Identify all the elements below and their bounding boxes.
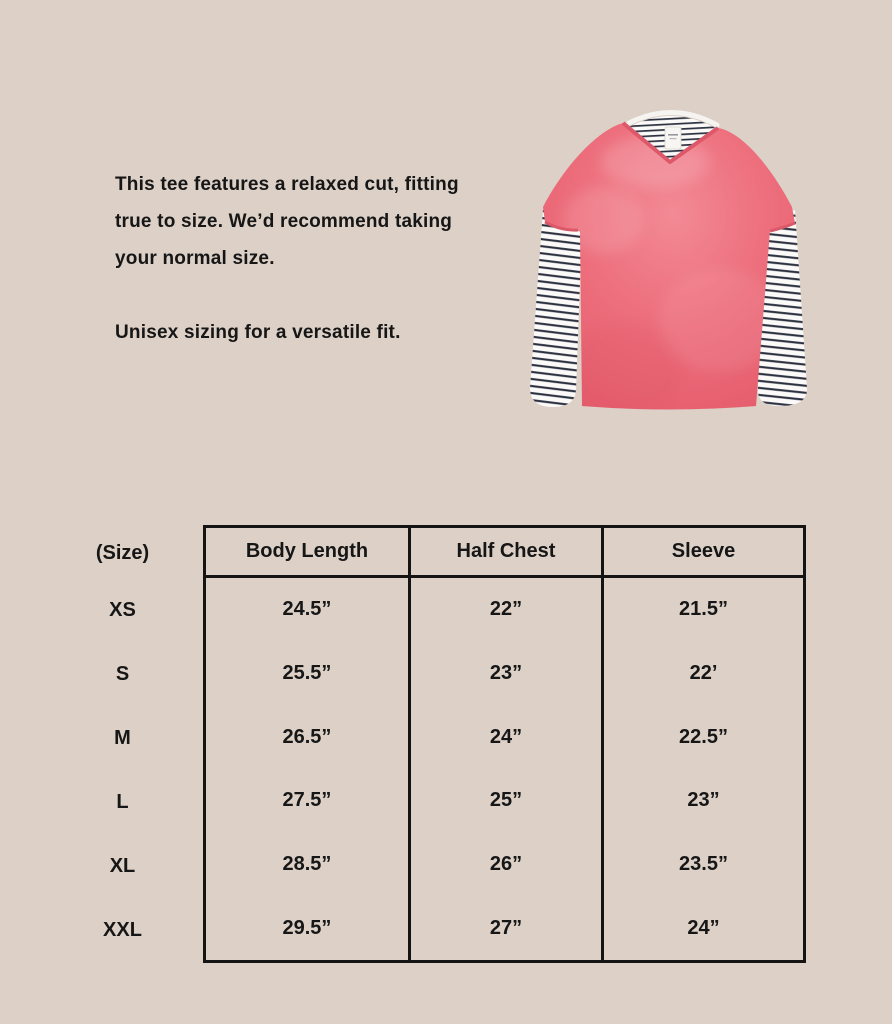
size-guide: (Size) XS S M L XL XXL Body Length Half … <box>42 525 806 963</box>
size-row-label: S <box>115 662 130 685</box>
table-cell: 26.5” <box>206 705 411 769</box>
size-row-label: XXL <box>103 919 142 942</box>
table-cell: 22.5” <box>679 725 728 748</box>
table-cell: 22’ <box>689 661 718 684</box>
table-cell: 21.5” <box>679 598 728 621</box>
fit-description-unisex: Unisex sizing for a versatile fit. <box>115 322 401 343</box>
fit-description-line: your normal size. <box>115 248 275 269</box>
brand-label-tag <box>664 126 682 150</box>
fit-description-line: This tee features a relaxed cut, fitting <box>115 174 459 195</box>
size-row-label: L <box>116 791 129 814</box>
table-cell: 28.5” <box>206 832 411 897</box>
fit-description: This tee features a relaxed cut, fitting… <box>115 166 535 351</box>
size-row-label: XL <box>109 855 136 878</box>
table-cell: 27.5” <box>206 769 411 833</box>
table-cell: 23.5” <box>679 852 728 875</box>
size-row-label: M <box>114 726 131 749</box>
table-header-half-chest: Half Chest <box>410 528 604 578</box>
size-guide-table: Body Length Half Chest Sleeve 24.5” 22” … <box>203 525 806 963</box>
size-column-header: (Size) <box>95 541 150 564</box>
table-cell: 25” <box>411 769 604 833</box>
product-photo <box>515 70 892 450</box>
table-cell: 24” <box>411 705 604 769</box>
size-label-column: (Size) XS S M L XL XXL <box>42 525 203 963</box>
table-cell: 24.5” <box>206 578 411 642</box>
table-cell: 29.5” <box>206 896 411 960</box>
table-header-body-length: Body Length <box>206 528 411 578</box>
red-tee <box>543 121 796 410</box>
table-cell: 26” <box>411 832 604 897</box>
table-header-sleeve: Sleeve <box>604 528 803 578</box>
table-cell: 24” <box>687 916 720 939</box>
table-cell: 23” <box>411 641 604 706</box>
table-cell: 22” <box>411 578 604 642</box>
striped-sleeve-right <box>757 210 808 407</box>
size-row-label: XS <box>109 598 136 621</box>
table-cell: 25.5” <box>206 641 411 706</box>
table-cell: 27” <box>411 896 604 960</box>
striped-sleeve-left <box>530 210 582 407</box>
tee-illustration <box>530 110 808 410</box>
table-cell: 23” <box>687 789 720 812</box>
fit-description-line: true to size. We’d recommend taking <box>115 211 453 232</box>
